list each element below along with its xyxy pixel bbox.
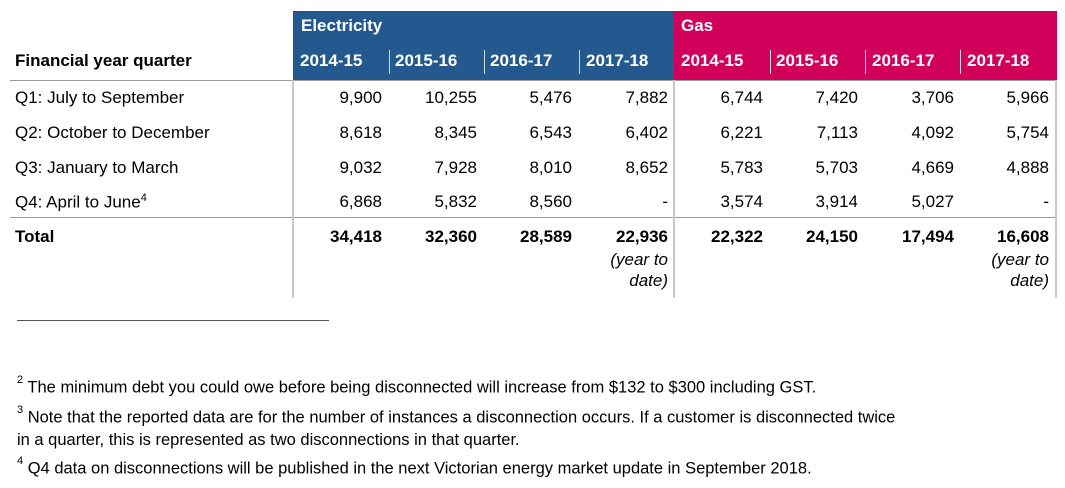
table-cell: 5,027	[911, 192, 954, 211]
row-label-q2: Q2: October to December	[15, 123, 210, 142]
footnote-number: 2	[17, 374, 24, 386]
ytd-note-line1: (year to	[991, 250, 1049, 269]
table-cell: 5,703	[815, 158, 858, 177]
table-cell: 8,345	[434, 123, 477, 142]
year-separator	[484, 50, 485, 74]
table-cell: 4,669	[911, 158, 954, 177]
year-separator	[389, 50, 390, 74]
table-cell: -	[1043, 192, 1049, 211]
year-separator	[960, 50, 961, 74]
year-header: 2016-17	[490, 51, 553, 70]
table-cell: 3,914	[815, 192, 858, 211]
year-separator	[865, 50, 866, 74]
footnote-text: Note that the reported data are for the …	[27, 408, 896, 427]
table-cell: 6,402	[625, 123, 668, 142]
ytd-note-line2: date)	[1010, 271, 1049, 290]
table-cell: 8,010	[529, 158, 572, 177]
footnote-separator	[17, 320, 329, 321]
footnote-number: 4	[17, 455, 24, 467]
row-label-text: Q4: April to June	[15, 192, 141, 212]
row-label-q3: Q3: January to March	[15, 158, 179, 177]
electricity-group-label: Electricity	[301, 16, 383, 35]
table-cell: 6,543	[529, 123, 572, 142]
year-header: 2017-18	[586, 51, 649, 70]
year-header: 2015-16	[776, 51, 839, 70]
row-label-q4: Q4: April to June4	[15, 192, 147, 213]
total-cell: 32,360	[425, 227, 477, 246]
table-cell: 5,476	[529, 88, 572, 107]
table-cell: 8,560	[529, 192, 572, 211]
table-cell: 5,783	[720, 158, 763, 177]
ytd-note-line1: (year to	[610, 250, 668, 269]
table-cell: 8,652	[625, 158, 668, 177]
gas-group-label: Gas	[681, 16, 714, 35]
electricity-header-band	[293, 11, 674, 80]
ytd-note: (year to date)	[578, 249, 668, 291]
table-cell: 7,113	[816, 123, 858, 142]
total-rule	[10, 217, 1057, 218]
table-cell: 6,221	[720, 123, 763, 142]
footnote-number: 3	[17, 404, 24, 416]
ytd-note-line2: date)	[629, 271, 668, 290]
year-header: 2017-18	[967, 51, 1030, 70]
table-cell: 5,966	[1006, 88, 1049, 107]
total-cell: 28,589	[520, 227, 572, 246]
table-cell: 3,706	[911, 88, 954, 107]
footnote-2: 2 The minimum debt you could owe before …	[17, 372, 816, 399]
table-cell: 7,882	[625, 88, 668, 107]
column-divider	[1055, 80, 1057, 298]
table-cell: 9,032	[339, 158, 382, 177]
row-label-q1: Q1: July to September	[15, 88, 185, 107]
table-cell: 4,888	[1006, 158, 1049, 177]
row-header-label: Financial year quarter	[15, 51, 192, 70]
header-rule	[10, 80, 1057, 81]
table-cell: 7,420	[815, 88, 858, 107]
table-cell: 9,900	[339, 88, 382, 107]
footnote-text: Q4 data on disconnections will be publis…	[27, 459, 812, 478]
table-cell: 10,255	[425, 88, 477, 107]
group-divider	[673, 80, 675, 298]
total-cell: 22,322	[711, 227, 763, 246]
total-cell: 24,150	[806, 227, 858, 246]
footnote-text: The minimum debt you could owe before be…	[27, 378, 817, 397]
table-cell: 5,832	[434, 192, 477, 211]
total-label: Total	[15, 227, 55, 246]
total-cell: 17,494	[902, 227, 954, 246]
table-cell: 6,744	[720, 88, 763, 107]
year-header: 2014-15	[681, 51, 744, 70]
total-cell: 34,418	[330, 227, 382, 246]
table-cell: 7,928	[434, 158, 477, 177]
footnote-3: 3 Note that the reported data are for th…	[17, 402, 895, 451]
table-cell: -	[662, 192, 668, 211]
year-separator	[770, 50, 771, 74]
total-cell: 22,936	[616, 227, 668, 246]
column-divider	[292, 80, 294, 298]
year-header: 2015-16	[395, 51, 458, 70]
year-header: 2016-17	[872, 51, 935, 70]
ytd-note: (year to date)	[959, 249, 1049, 291]
footnote-ref: 4	[140, 192, 147, 204]
table-cell: 5,754	[1006, 123, 1049, 142]
table-cell: 6,868	[339, 192, 382, 211]
footnote-4: 4 Q4 data on disconnections will be publ…	[17, 453, 812, 480]
footnote-text: in a quarter, this is represented as two…	[17, 430, 520, 449]
total-cell: 16,608	[997, 227, 1049, 246]
year-header: 2014-15	[300, 51, 363, 70]
table-cell: 3,574	[720, 192, 763, 211]
table-cell: 8,618	[339, 123, 382, 142]
table-cell: 4,092	[911, 123, 954, 142]
year-separator	[579, 50, 580, 74]
